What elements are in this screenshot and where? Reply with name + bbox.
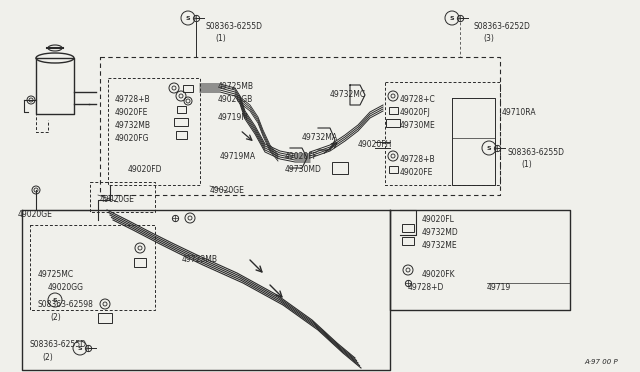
Text: 49732MA: 49732MA [302, 133, 338, 142]
Text: 49728+B: 49728+B [400, 155, 436, 164]
Bar [177, 106, 186, 112]
Text: 49020FH: 49020FH [358, 140, 392, 149]
Text: 49719MA: 49719MA [220, 152, 256, 161]
Text: (3): (3) [483, 34, 494, 43]
Text: 49020FD: 49020FD [128, 165, 163, 174]
Text: 49723MB: 49723MB [182, 255, 218, 264]
Text: 49725MC: 49725MC [38, 270, 74, 279]
Text: 49020GE: 49020GE [18, 210, 53, 219]
Bar [183, 84, 193, 92]
Text: 49020FL: 49020FL [422, 215, 455, 224]
Bar [386, 119, 400, 127]
Text: (2): (2) [50, 313, 61, 322]
Text: S: S [77, 346, 83, 350]
Text: 49728+B: 49728+B [115, 95, 150, 104]
Text: 49020FE: 49020FE [400, 168, 433, 177]
Text: 49020GE: 49020GE [100, 195, 135, 204]
Text: 49730ME: 49730ME [400, 121, 436, 130]
Text: 49728+C: 49728+C [400, 95, 436, 104]
Text: (1): (1) [215, 34, 226, 43]
Text: S: S [450, 16, 454, 20]
Bar [175, 131, 186, 139]
Text: 49020FK: 49020FK [422, 270, 456, 279]
Bar [388, 106, 397, 113]
Text: 49020GE: 49020GE [210, 186, 245, 195]
Text: 49732MD: 49732MD [422, 228, 459, 237]
Text: 49020FG: 49020FG [115, 134, 150, 143]
Bar [134, 257, 146, 266]
Text: S08363-6252D: S08363-6252D [473, 22, 530, 31]
Text: 49020GB: 49020GB [218, 95, 253, 104]
Text: 49732MB: 49732MB [115, 121, 151, 130]
Text: 49728+D: 49728+D [408, 283, 444, 292]
Text: 49725MB: 49725MB [218, 82, 254, 91]
Bar [388, 166, 397, 173]
Text: 49719M: 49719M [218, 113, 249, 122]
Text: 49730MD: 49730MD [285, 165, 322, 174]
Text: (1): (1) [521, 160, 532, 169]
Text: S: S [186, 16, 190, 20]
Text: 49020GG: 49020GG [48, 283, 84, 292]
Bar [332, 162, 348, 174]
Bar [402, 237, 414, 245]
Text: 49020FF: 49020FF [285, 152, 318, 161]
Text: 49710RA: 49710RA [502, 108, 536, 117]
Text: S08363-62598: S08363-62598 [38, 300, 94, 309]
Bar [402, 224, 414, 232]
Text: A·97 00 P: A·97 00 P [584, 359, 618, 365]
Text: (2): (2) [42, 353, 52, 362]
Text: 49020FJ: 49020FJ [400, 108, 431, 117]
Bar [98, 313, 112, 323]
Text: 49732MC: 49732MC [330, 90, 366, 99]
Bar [174, 118, 188, 126]
Text: 49719: 49719 [487, 283, 511, 292]
Text: 49020FE: 49020FE [115, 108, 148, 117]
Text: S: S [486, 145, 492, 151]
Text: S08363-6255D: S08363-6255D [30, 340, 87, 349]
Text: 49732ME: 49732ME [422, 241, 458, 250]
Text: S08363-6255D: S08363-6255D [508, 148, 565, 157]
Text: S08363-6255D: S08363-6255D [205, 22, 262, 31]
Text: S: S [52, 298, 58, 302]
